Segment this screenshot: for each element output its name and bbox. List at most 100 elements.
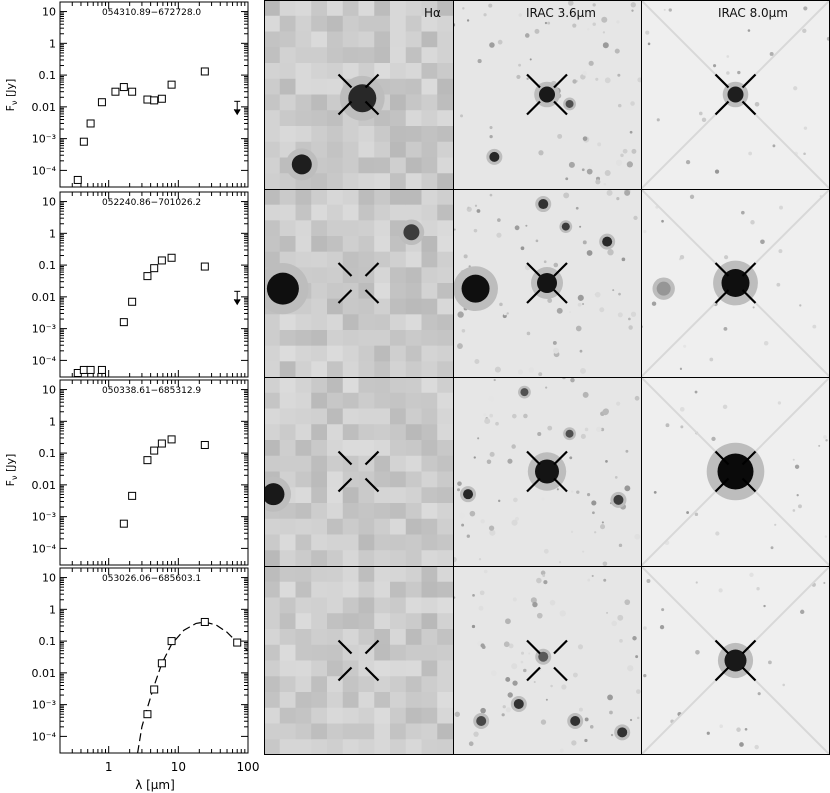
background-star [536,612,543,619]
image-pixel [311,345,328,362]
image-pixel [311,534,328,551]
image-pixel [279,739,297,755]
target-marker [337,289,353,304]
background-star [528,367,535,373]
background-star [617,614,624,621]
image-pixel [374,236,391,253]
background-star [796,494,799,497]
image-pixel [437,361,453,377]
image-pixel [374,173,391,189]
upper-limit-arrow [233,109,241,116]
background-star [616,197,620,201]
image-pixel [421,283,438,300]
image-pixel [327,597,344,614]
background-star [466,19,470,22]
background-star [619,639,623,643]
background-star [478,605,484,611]
image-pixel [358,487,375,504]
background-star [497,39,503,45]
background-star [719,724,723,729]
image-pixel [279,692,297,709]
image-texture [264,0,453,189]
y-tick-label: 0.1 [39,259,57,272]
background-star [547,298,553,303]
background-star [577,644,584,650]
target-marker [526,639,541,655]
image-pixel [374,534,391,551]
sed-point [86,365,95,374]
image-texture [264,566,453,755]
image-pixel [437,220,453,237]
image-pixel [279,455,297,473]
image-pixel [311,644,328,662]
background-star [622,148,628,154]
target-marker [337,450,353,466]
image-pixel [264,518,281,536]
background-star [489,529,496,536]
background-star [724,255,729,260]
image-pixel [421,471,438,488]
image-pixel [390,660,407,677]
background-star [591,500,597,506]
background-star [575,206,579,210]
target-marker [337,477,353,493]
image-pixel [358,566,375,583]
background-star [505,618,511,625]
background-star [628,317,631,321]
image-pixel [405,424,423,441]
image-pixel [264,392,281,410]
background-star [496,232,502,238]
background-star [524,33,530,38]
image-pixel [311,267,328,284]
background-star [679,367,683,370]
image-pixel [374,503,391,520]
background-star [489,42,495,48]
image-pixel [264,676,281,693]
image-pixel [405,314,423,331]
image-pixel [405,251,423,268]
background-star [489,451,495,457]
sed-point [143,272,152,281]
target-marker [741,666,757,682]
background-star [595,179,601,185]
image-pixel [437,141,453,159]
image-pixel [295,189,312,206]
image-pixel [264,220,281,237]
image-pixel [295,707,312,725]
image-pixel [390,550,407,566]
image-pixel [327,581,344,599]
image-pixel [264,173,281,189]
background-star [685,159,691,165]
target-marker [364,262,380,277]
image-pixel [437,345,453,362]
source-blob [537,273,557,293]
background-star [591,574,594,577]
x-tick-label: 1 [105,760,113,774]
image-pixel [390,173,407,189]
image-pixel [279,173,297,189]
image-pixel [311,110,328,127]
image-pixel [390,676,407,693]
background-star [778,249,783,254]
image-pixel [390,126,407,143]
background-star [512,680,518,686]
image-pixel [421,173,438,189]
image-pixel [327,692,344,709]
image-pixel [421,31,438,48]
image-pixel [358,534,375,551]
image-pixel [311,739,328,755]
background-star [763,604,766,608]
background-star [499,302,503,307]
image-pixel [358,204,375,221]
image-pixel [311,220,328,237]
image-pixel [405,267,423,284]
image-pixel [437,566,453,583]
background-star [634,533,641,540]
background-star [694,512,699,517]
image-pixel [358,613,375,630]
background-star [525,224,528,227]
image-pixel [421,47,438,64]
column-label-irac-3-6: IRAC 3.6μm [526,6,596,20]
image-cell [641,377,830,566]
image-pixel [327,204,344,221]
